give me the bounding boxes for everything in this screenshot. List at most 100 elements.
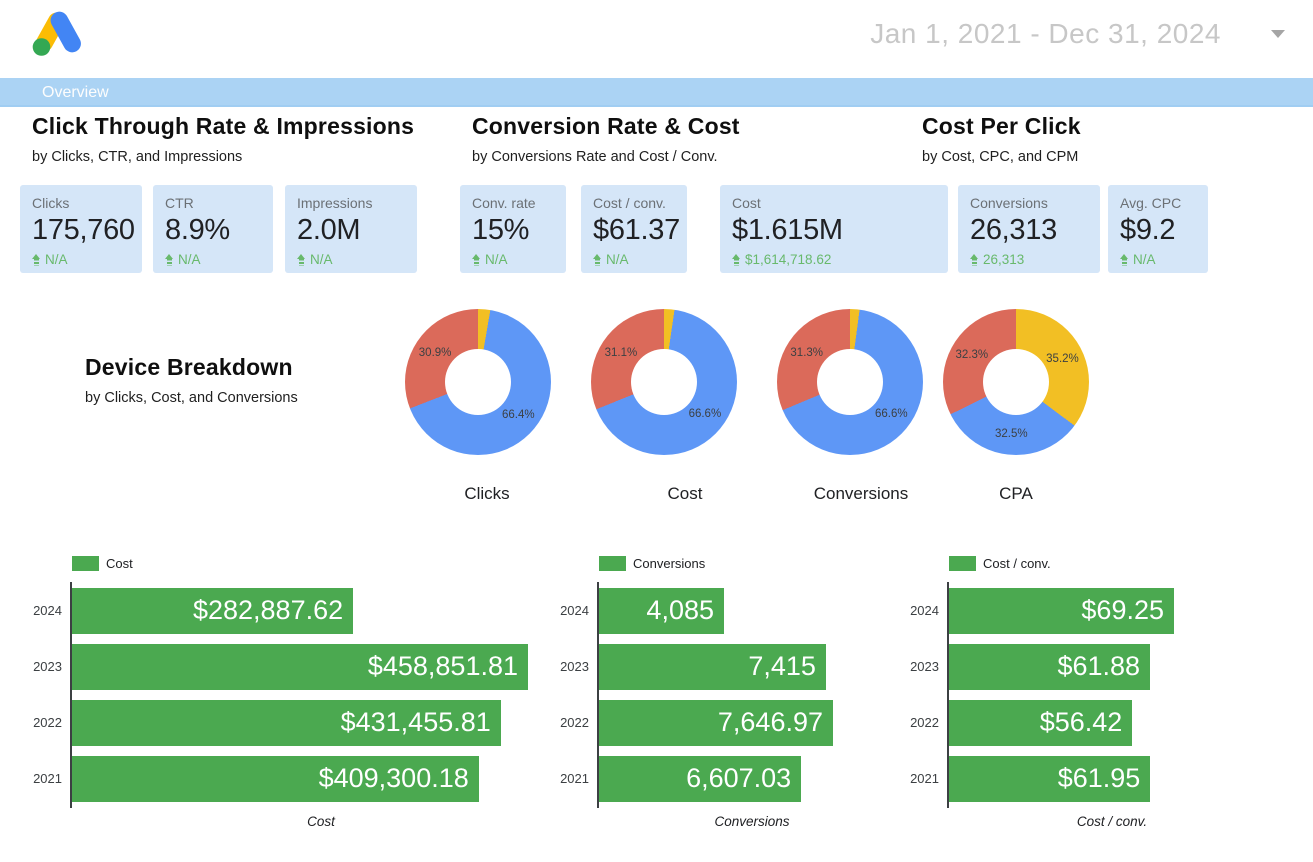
- scorecard-value: $1.615M: [732, 214, 843, 246]
- x-axis-title: Cost / conv.: [1076, 814, 1148, 829]
- bar-segment[interactable]: $458,851.81: [72, 644, 528, 690]
- section-subtitle: by Clicks, CTR, and Impressions: [32, 149, 243, 165]
- bar-year-label: 2023: [560, 659, 589, 674]
- y-axis-line: [947, 582, 949, 808]
- date-range-text: Jan 1, 2021 - Dec 31, 2024: [870, 18, 1221, 49]
- bar-segment[interactable]: $282,887.62: [72, 588, 354, 634]
- bar-year-label: 2021: [560, 771, 589, 786]
- bar-year-label: 2024: [560, 603, 589, 618]
- bar-row: 2021 $409,300.18: [33, 756, 528, 802]
- scorecard-cost-per-conv: Cost / conv. $61.37 N/A: [581, 185, 687, 273]
- x-axis-title: Cost: [307, 814, 335, 829]
- bar-row: 2024 $282,887.62: [33, 588, 528, 634]
- donut-slice-label: 66.4%: [501, 408, 535, 421]
- scorecard-value: 175,760: [32, 214, 135, 246]
- x-axis-title: Conversions: [714, 814, 790, 829]
- donut-caption-cpa: CPA: [999, 484, 1033, 503]
- bar-segment[interactable]: $431,455.81: [72, 700, 501, 746]
- donut-slice-label: 32.5%: [994, 427, 1028, 440]
- legend: Conversions: [599, 556, 705, 571]
- up-arrow-icon: [970, 253, 979, 266]
- donut-slice-label: 30.9%: [418, 346, 452, 359]
- scorecard-label: Conversions: [970, 195, 1048, 211]
- chevron-down-icon: [1271, 30, 1285, 38]
- bar-year-label: 2024: [910, 603, 939, 618]
- scorecard-value: 8.9%: [165, 214, 230, 246]
- bar-row: 2022 7,646.97: [560, 700, 833, 746]
- section-title: Device Breakdown: [85, 354, 293, 380]
- section-subtitle: by Cost, CPC, and CPM: [922, 149, 1079, 165]
- section-subtitle: by Conversions Rate and Cost / Conv.: [472, 149, 718, 165]
- section-cost-per-click: Cost Per Click by Cost, CPC, and CPM: [922, 113, 1081, 165]
- scorecard-delta: 26,313: [970, 252, 1088, 267]
- scorecard-delta: $1,614,718.62: [732, 252, 936, 267]
- scorecard-delta: N/A: [32, 252, 130, 267]
- up-arrow-icon: [297, 253, 306, 266]
- bar-segment[interactable]: $409,300.18: [72, 756, 479, 802]
- section-device-breakdown: Device Breakdown by Clicks, Cost, and Co…: [85, 354, 298, 406]
- scorecard-label: Conv. rate: [472, 195, 536, 211]
- bar-segment[interactable]: 6,607.03: [599, 756, 802, 802]
- bar-year-label: 2021: [910, 771, 939, 786]
- scorecard-value: 2.0M: [297, 214, 361, 246]
- donut-slice-label: 66.6%: [874, 407, 908, 420]
- up-arrow-icon: [593, 253, 602, 266]
- bar-row: 2022 $56.42: [910, 700, 1174, 746]
- donut-chart-cpa[interactable]: 35.2% 32.5% 32.3%: [943, 309, 1089, 455]
- bar-segment[interactable]: $56.42: [949, 700, 1133, 746]
- bar-segment[interactable]: 7,415: [599, 644, 826, 690]
- scorecard-value: 26,313: [970, 214, 1057, 246]
- donut-slice-label: 31.1%: [604, 346, 638, 359]
- bar-year-label: 2024: [33, 603, 62, 618]
- bar-rows: 2024 $282,887.62 2023 $458,851.81 2022 $431,4…: [33, 588, 528, 812]
- scorecard-label: Impressions: [297, 195, 373, 211]
- scorecard-label: CTR: [165, 195, 194, 211]
- scorecard-impressions: Impressions 2.0M N/A: [285, 185, 417, 273]
- scorecard-value: $61.37: [593, 214, 680, 246]
- bar-segment[interactable]: $61.88: [949, 644, 1151, 690]
- scorecard-label: Avg. CPC: [1120, 195, 1182, 211]
- header: Jan 1, 2021 - Dec 31, 2024: [0, 0, 1313, 78]
- section-title: Click Through Rate & Impressions: [32, 113, 415, 139]
- scorecard-value: $9.2: [1120, 214, 1176, 246]
- donut-chart-conversions[interactable]: 66.6% 31.3%: [777, 309, 923, 455]
- scorecard-delta: N/A: [593, 252, 675, 267]
- scorecard-label: Clicks: [32, 195, 70, 211]
- scorecard-delta: N/A: [165, 252, 261, 267]
- bar-row: 2021 $61.95: [910, 756, 1174, 802]
- up-arrow-icon: [165, 253, 174, 266]
- up-arrow-icon: [32, 253, 41, 266]
- scorecard-value: 15%: [472, 214, 530, 246]
- legend-swatch: [949, 556, 976, 571]
- tab-bar: Overview: [0, 78, 1313, 107]
- bar-segment[interactable]: 4,085: [599, 588, 724, 634]
- bar-rows: 2024 4,085 2023 7,415 2022 7,646.97 2021 6,607.…: [560, 588, 833, 812]
- scorecard-delta: N/A: [297, 252, 405, 267]
- y-axis-line: [597, 582, 599, 808]
- bar-row: 2023 7,415: [560, 644, 833, 690]
- bar-segment[interactable]: $69.25: [949, 588, 1174, 634]
- donut-slice-label: 31.3%: [790, 347, 824, 360]
- scorecard-cost: Cost $1.615M $1,614,718.62: [720, 185, 948, 273]
- donut-slice-label: 35.2%: [1046, 352, 1079, 365]
- bar-segment[interactable]: $61.95: [949, 756, 1151, 802]
- scorecard-ctr: CTR 8.9% N/A: [153, 185, 273, 273]
- bar-row: 2021 6,607.03: [560, 756, 833, 802]
- bar-year-label: 2023: [910, 659, 939, 674]
- donut-chart-clicks[interactable]: 66.4% 30.9%: [405, 309, 551, 455]
- donut-chart-cost[interactable]: 66.6% 31.1%: [591, 309, 737, 455]
- section-ctr-impressions: Click Through Rate & Impressions by Clic…: [32, 113, 414, 165]
- date-range-selector[interactable]: Jan 1, 2021 - Dec 31, 2024: [870, 18, 1285, 50]
- legend-swatch: [599, 556, 626, 571]
- scorecard-label: Cost: [732, 195, 761, 211]
- bar-year-label: 2022: [33, 715, 62, 730]
- donut-slice-label: 32.3%: [955, 348, 989, 361]
- bar-year-label: 2021: [33, 771, 62, 786]
- tab-overview[interactable]: Overview: [42, 84, 109, 101]
- bar-year-label: 2023: [33, 659, 62, 674]
- scorecard-clicks: Clicks 175,760 N/A: [20, 185, 142, 273]
- section-title: Cost Per Click: [922, 113, 1081, 139]
- up-arrow-icon: [1120, 253, 1129, 266]
- bar-segment[interactable]: 7,646.97: [599, 700, 833, 746]
- donut-caption-clicks: Clicks: [464, 484, 510, 503]
